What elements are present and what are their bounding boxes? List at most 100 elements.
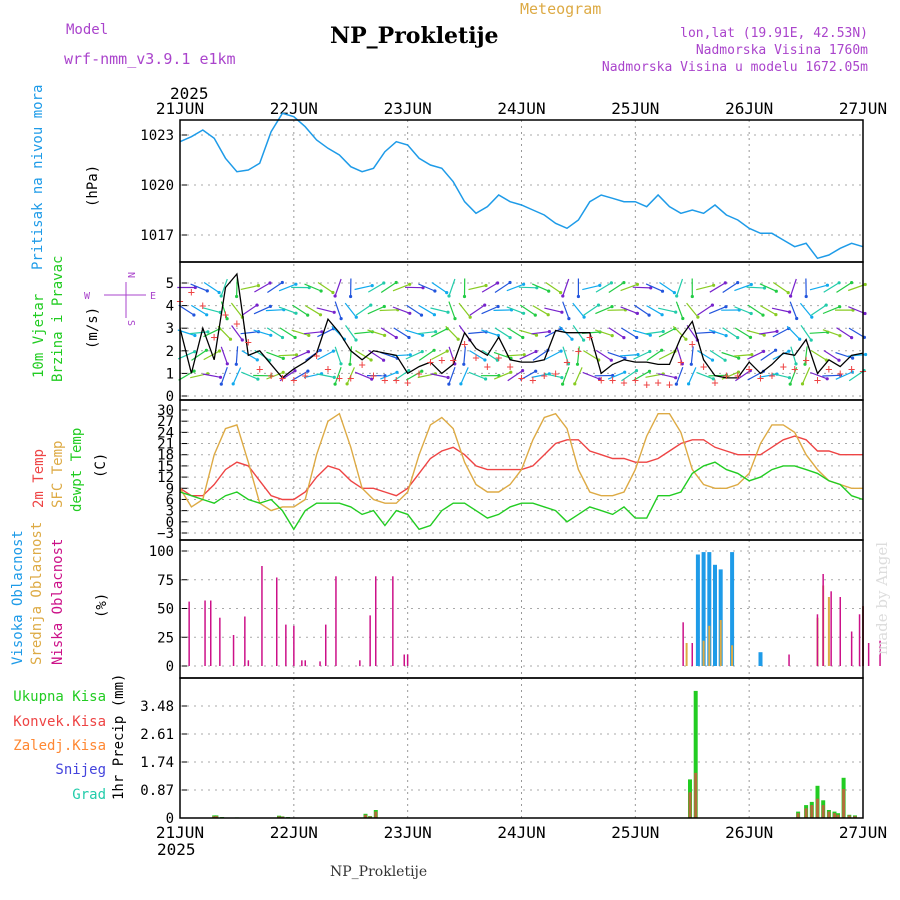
time-tick-bottom: 26JUN — [725, 823, 773, 842]
wind-gust-marker: + — [393, 373, 400, 387]
wind-arrow-head — [850, 370, 854, 374]
meteogram-subtitle: Meteogram — [520, 0, 601, 18]
cloud-low-bar — [335, 576, 337, 666]
wind-arrow-head — [509, 370, 513, 374]
wind-arrow — [760, 305, 777, 316]
wind-arrow-head — [394, 335, 398, 340]
wind-arrow-head — [660, 289, 665, 293]
wind-arrow-head — [559, 291, 563, 295]
wind-arrow — [747, 350, 764, 360]
wind-gust-marker: + — [700, 360, 707, 374]
wind-arrow — [355, 304, 372, 316]
wind-arrow — [800, 324, 812, 341]
wind-arrow — [620, 306, 638, 314]
wind-arrow — [231, 325, 243, 341]
wind-arrow — [583, 350, 600, 361]
wind-arrow — [292, 370, 309, 381]
wind-arrow — [746, 329, 765, 336]
wind-arrow-head — [736, 281, 740, 285]
wind-arrow — [317, 328, 334, 338]
wind-gust-marker: + — [575, 344, 582, 358]
precip-conv-bar — [853, 816, 857, 818]
precip-conv-bar — [816, 798, 819, 818]
precip-conv-bar — [374, 811, 378, 818]
wind-arrow-head — [710, 303, 715, 307]
wind-gust-marker: + — [837, 366, 844, 380]
wind-arrow-head — [660, 348, 664, 352]
wind-arrow — [696, 350, 713, 361]
wind-arrow-head — [674, 310, 678, 314]
wind-arrow-head — [723, 358, 727, 362]
wind-ytick-label: 4 — [166, 299, 174, 315]
wind-arrow-head — [798, 337, 802, 341]
wind-arrow — [544, 373, 563, 379]
legend-hail: Grad — [72, 787, 106, 803]
wind-arrow-head — [408, 311, 412, 315]
wind-arrow-head — [535, 286, 539, 290]
cloud-low-bar — [304, 660, 306, 667]
wind-arrow-head — [561, 382, 565, 386]
wind-arrow-head — [318, 313, 323, 317]
compass-e: E — [150, 291, 156, 302]
wind-arrow-head — [217, 290, 221, 295]
cloud-ytick-label: 0 — [166, 659, 174, 675]
wind-arrow-head — [255, 358, 259, 362]
wind-arrow-head — [421, 333, 425, 337]
wind-arrow — [545, 282, 561, 294]
wind-arrow — [190, 283, 208, 292]
wind-arrow-head — [838, 334, 842, 338]
wind-arrow-head — [570, 337, 574, 341]
wind-arrow — [278, 283, 297, 292]
wind-arrow — [645, 283, 663, 292]
wind-arrow-head — [354, 338, 358, 342]
wind-arrow-head — [635, 335, 639, 340]
wind-arrow-head — [205, 313, 209, 317]
wind-arrow-head — [736, 336, 740, 340]
wind-arrow — [507, 370, 523, 382]
wind-arrow — [848, 370, 865, 382]
wind-arrow-head — [750, 353, 754, 357]
wind-arrow-head — [268, 304, 272, 308]
wind-arrow — [675, 366, 684, 385]
cloud-mid-bar — [702, 640, 705, 666]
wind-arrow-head — [775, 329, 779, 333]
wind-arrow — [405, 329, 423, 336]
wind-arrow — [621, 370, 637, 382]
wind-arrow-head — [522, 282, 526, 286]
wind-gust-marker: + — [495, 351, 502, 365]
wind-arrow-head — [786, 291, 790, 295]
wind-arrow — [518, 286, 537, 289]
wind-arrow-head — [446, 310, 450, 314]
wind-arrow — [241, 304, 258, 316]
pressure-ytick-label: 1023 — [140, 128, 174, 144]
wind-arrow-head — [339, 362, 343, 366]
wind-gust-marker: + — [757, 371, 764, 385]
wind-gust-marker: + — [746, 362, 753, 376]
wind-arrow-head — [534, 333, 539, 337]
cloud-low-bar — [319, 661, 321, 666]
wind-arrow-head — [369, 358, 373, 362]
wind-arrow-head — [681, 316, 685, 321]
wind-arrow-head — [193, 333, 197, 338]
wind-arrow-head — [408, 282, 412, 286]
wind-gust-marker: + — [825, 362, 832, 376]
wind-arrow — [430, 307, 449, 313]
wind-arrow-head — [596, 303, 601, 307]
time-tick-bottom: 22JUN — [270, 823, 318, 842]
wind-arrow — [708, 306, 727, 315]
wind-gust-marker: + — [552, 366, 559, 380]
wind-arrow-head — [576, 294, 581, 299]
wind-arrow — [695, 331, 714, 334]
wind-arrow-head — [521, 335, 525, 340]
cloud-low-bar — [210, 600, 212, 666]
wind-arrow-head — [280, 335, 285, 340]
wind-arrow — [771, 307, 790, 313]
wind-gust-marker: + — [723, 369, 730, 383]
cloud-high-bar — [707, 552, 712, 666]
wind-arrow-head — [534, 349, 538, 354]
wind-gust-marker: + — [598, 373, 605, 387]
wind-arrow-head — [672, 291, 677, 295]
wind-arrow-head — [228, 337, 233, 341]
wind-arrow — [317, 282, 334, 293]
wind-arrow — [607, 371, 625, 380]
